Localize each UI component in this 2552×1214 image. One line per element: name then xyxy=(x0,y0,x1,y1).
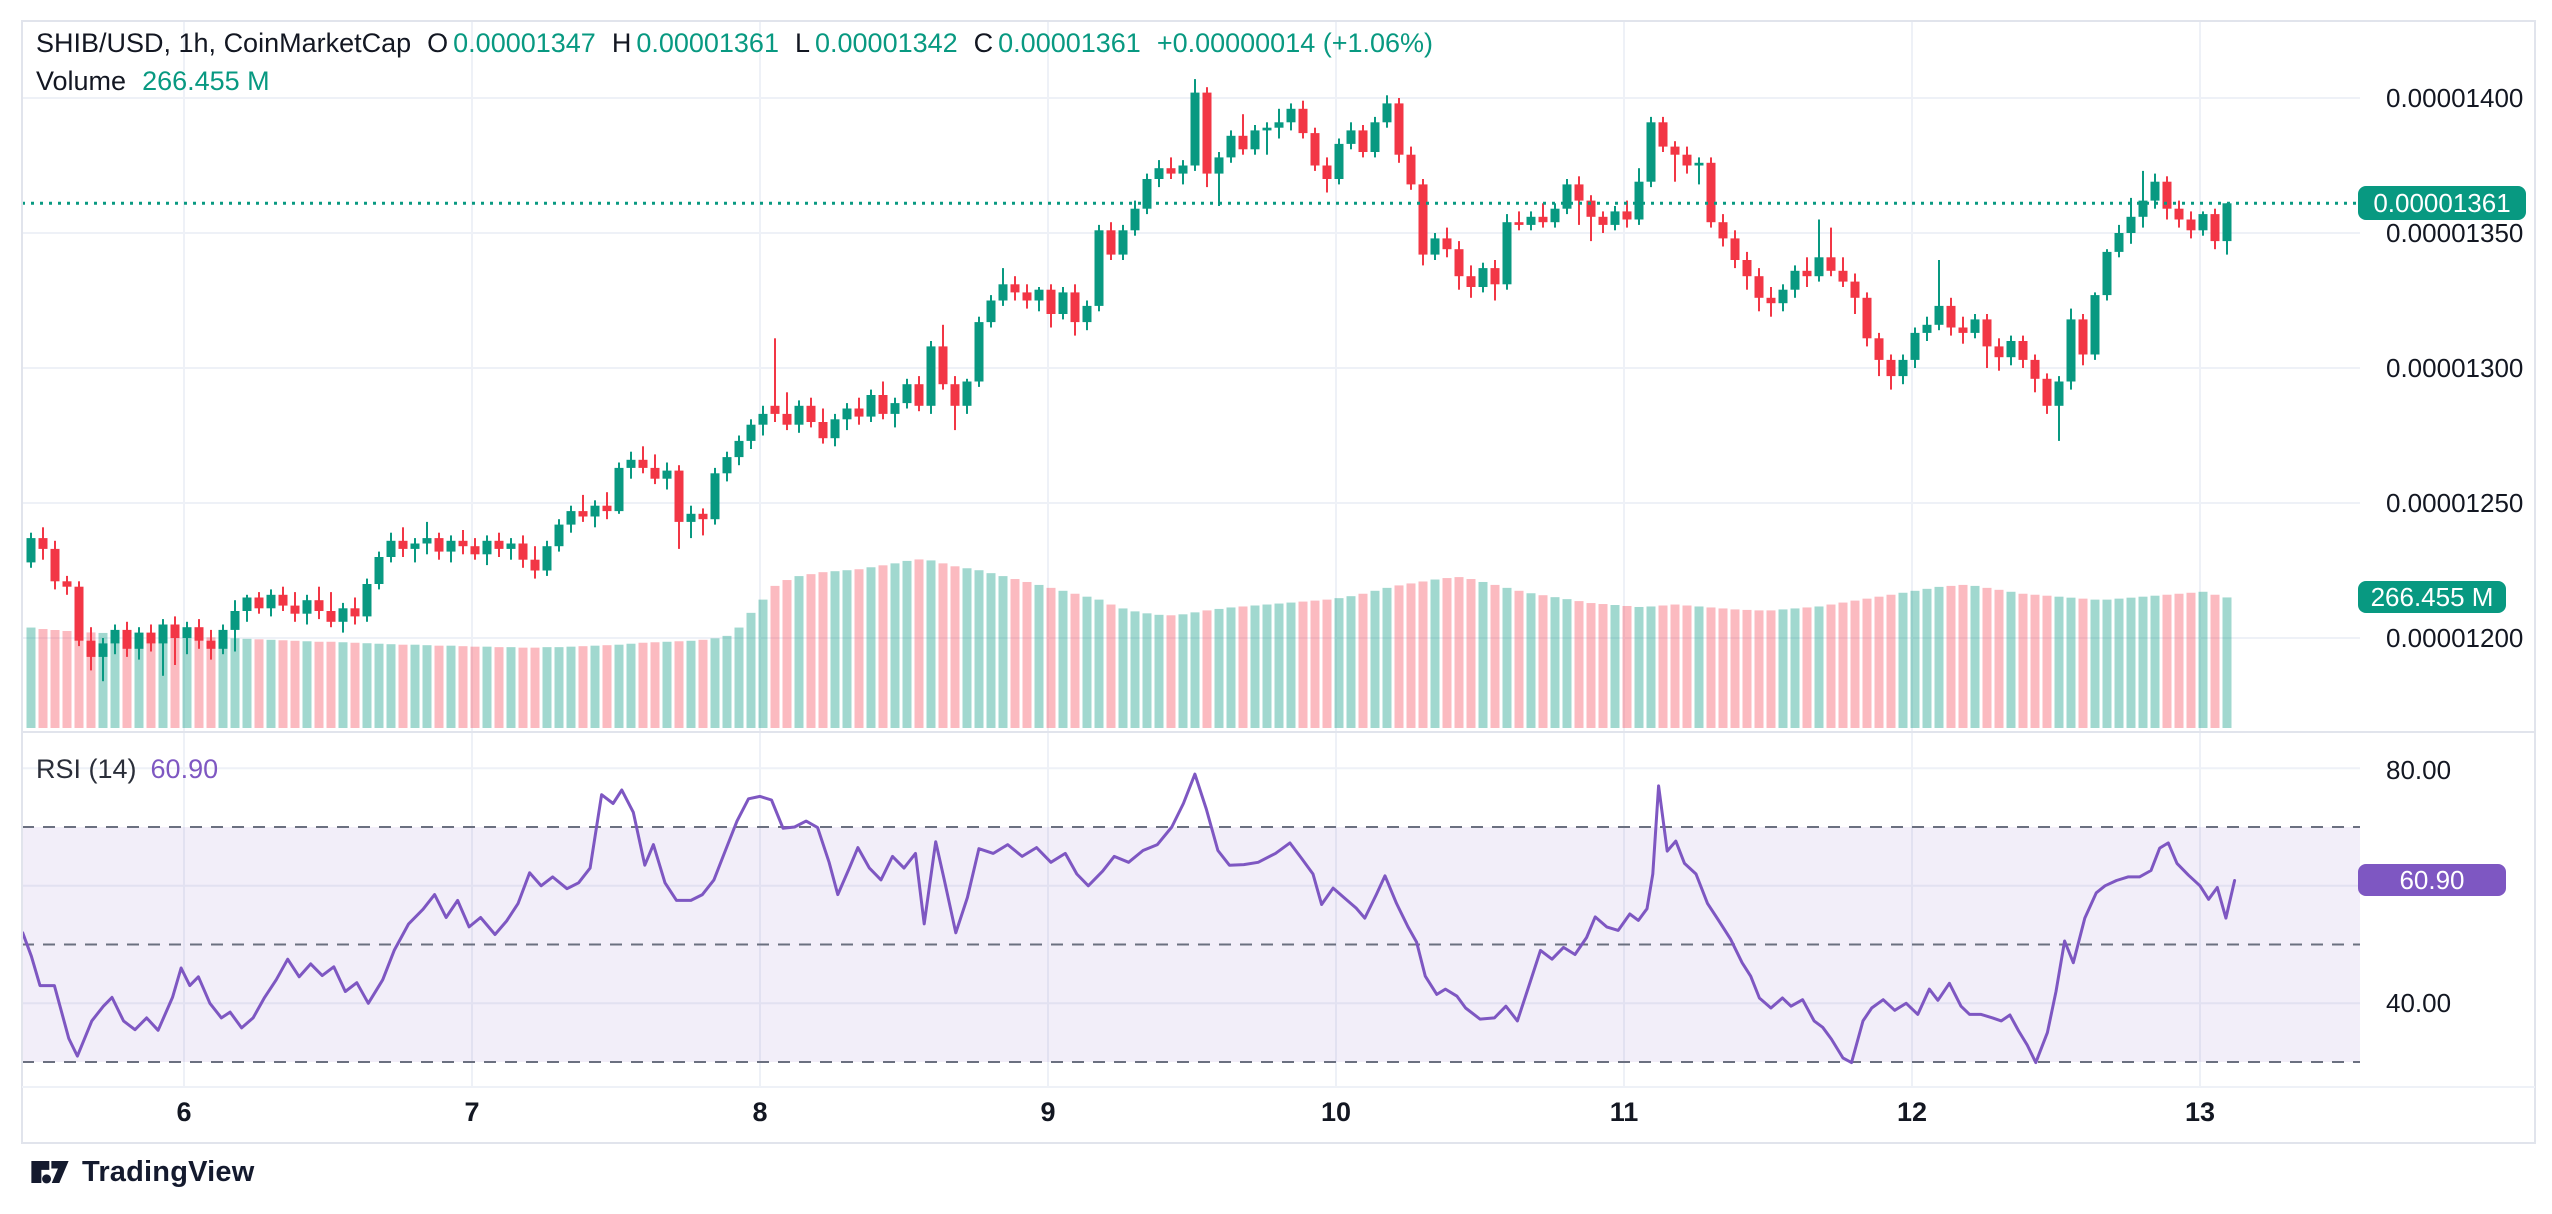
legend-row-main: SHIB/USD, 1h, CoinMarketCap O 0.00001347… xyxy=(36,24,1433,62)
volume-label: Volume xyxy=(36,65,127,96)
high-label: H xyxy=(611,27,632,58)
candles-layer xyxy=(26,79,2232,682)
volume-value: 266.455 M xyxy=(142,65,270,96)
ohlc-open: O 0.00001347 xyxy=(427,28,596,59)
price-axis-tick-label: 0.00001250 xyxy=(2386,488,2524,518)
time-axis-tick-label: 10 xyxy=(1320,1097,1352,1127)
price-change: +0.00000014 (+1.06%) xyxy=(1156,27,1434,58)
ohlc-close: C 0.00001361 xyxy=(974,28,1141,59)
time-axis-tick-label: 13 xyxy=(2184,1097,2216,1127)
volume-bars-layer xyxy=(26,559,2232,728)
rsi-legend: RSI (14) 60.90 xyxy=(36,752,218,786)
rsi-line xyxy=(21,772,2237,1065)
close-label: C xyxy=(973,27,994,58)
chart-borders xyxy=(21,20,2536,1144)
rsi-label: RSI (14) xyxy=(36,753,137,784)
tradingview-logo-icon xyxy=(31,1160,69,1184)
price-axis-tick-label: 40.00 xyxy=(2386,988,2452,1018)
price-axis-tick-label: 0.00001200 xyxy=(2386,623,2524,653)
rsi-band xyxy=(22,826,2360,1063)
open-label: O xyxy=(427,27,449,58)
rsi-badge: 60.90 xyxy=(2358,864,2506,896)
volume-badge: 266.455 M xyxy=(2358,581,2506,613)
price-axis-tick-label: 0.00001400 xyxy=(2386,83,2524,113)
time-axis-tick-label: 12 xyxy=(1896,1097,1928,1127)
legend-row-volume: Volume 266.455 M xyxy=(36,62,1433,100)
price-axis[interactable]: 0.00001361 266.455 M 60.90 0.00001400 0.0… xyxy=(2358,21,2536,1143)
rsi-value: 60.90 xyxy=(150,753,219,784)
ohlc-high: H 0.00001361 xyxy=(612,28,779,59)
ohlc-low: L 0.00001342 xyxy=(795,28,958,59)
close-value: 0.00001361 xyxy=(998,27,1141,58)
time-axis-tick-label: 7 xyxy=(464,1097,480,1127)
tradingview-attribution[interactable]: TradingView xyxy=(30,1152,255,1192)
symbol-title[interactable]: SHIB/USD, 1h, CoinMarketCap xyxy=(36,27,412,58)
price-axis-tick-label: 0.00001300 xyxy=(2386,353,2524,383)
last-price-badge: 0.00001361 xyxy=(2358,186,2526,220)
low-label: L xyxy=(794,27,810,58)
time-axis-tick-label: 11 xyxy=(1609,1097,1639,1127)
high-value: 0.00001361 xyxy=(636,27,779,58)
time-axis-tick-label: 9 xyxy=(1040,1097,1056,1127)
low-value: 0.00001342 xyxy=(815,27,958,58)
symbol-legend: SHIB/USD, 1h, CoinMarketCap O 0.00001347… xyxy=(36,24,1433,100)
time-axis-tick-label: 8 xyxy=(752,1097,768,1127)
price-axis-tick-label: 80.00 xyxy=(2386,755,2452,785)
tradingview-brand-text: TradingView xyxy=(82,1155,255,1188)
time-axis-tick-label: 6 xyxy=(176,1097,192,1127)
price-axis-tick-label: 0.00001350 xyxy=(2386,218,2524,248)
grid-layer xyxy=(22,21,2360,1087)
time-axis[interactable]: 6 7 8 9 10 11 12 13 xyxy=(22,1087,2360,1143)
open-value: 0.00001347 xyxy=(453,27,596,58)
